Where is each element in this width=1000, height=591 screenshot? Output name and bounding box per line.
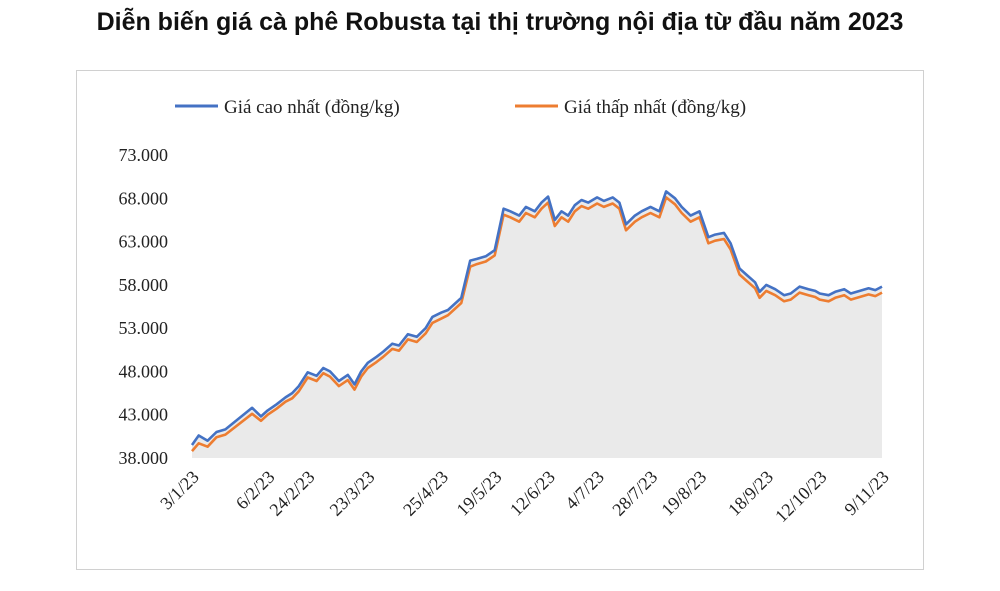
series-layer xyxy=(190,190,883,452)
x-tick-label: 3/1/23 xyxy=(156,467,203,514)
y-tick-label: 43.000 xyxy=(119,405,169,425)
area-layer xyxy=(192,191,882,458)
x-tick-label: 28/7/23 xyxy=(608,467,661,520)
x-tick-label: 18/9/23 xyxy=(724,467,777,520)
area-fill xyxy=(192,191,882,458)
y-tick-label: 58.000 xyxy=(119,275,169,295)
x-tick-label: 24/2/23 xyxy=(265,467,318,520)
y-axis-ticks: 38.000 43.000 48.000 53.000 58.000 63.000 68.0… xyxy=(119,145,169,468)
x-tick-label: 25/4/23 xyxy=(399,467,452,520)
x-tick-label: 23/3/23 xyxy=(326,467,379,520)
legend: Giá cao nhất (đồng/kg) Giá thấp nhất (đồ… xyxy=(175,97,746,118)
series-line-high xyxy=(190,190,883,446)
legend-label-high: Giá cao nhất (đồng/kg) xyxy=(224,97,400,118)
chart-title: Diễn biến giá cà phê Robusta tại thị trư… xyxy=(96,8,904,36)
y-tick-label: 73.000 xyxy=(119,145,169,165)
x-tick-label: 19/8/23 xyxy=(657,467,710,520)
x-tick-label: 9/11/23 xyxy=(840,467,893,520)
series-line-low xyxy=(191,196,883,452)
y-tick-label: 68.000 xyxy=(119,188,169,208)
x-tick-label: 19/5/23 xyxy=(452,467,505,520)
legend-label-low: Giá thấp nhất (đồng/kg) xyxy=(564,97,746,118)
y-tick-label: 63.000 xyxy=(119,232,169,252)
y-tick-label: 53.000 xyxy=(119,318,169,338)
x-tick-label: 12/6/23 xyxy=(506,467,559,520)
y-tick-label: 38.000 xyxy=(119,448,169,468)
y-tick-label: 48.000 xyxy=(119,361,169,381)
x-tick-label: 4/7/23 xyxy=(561,467,608,514)
x-tick-label: 12/10/23 xyxy=(771,467,830,526)
